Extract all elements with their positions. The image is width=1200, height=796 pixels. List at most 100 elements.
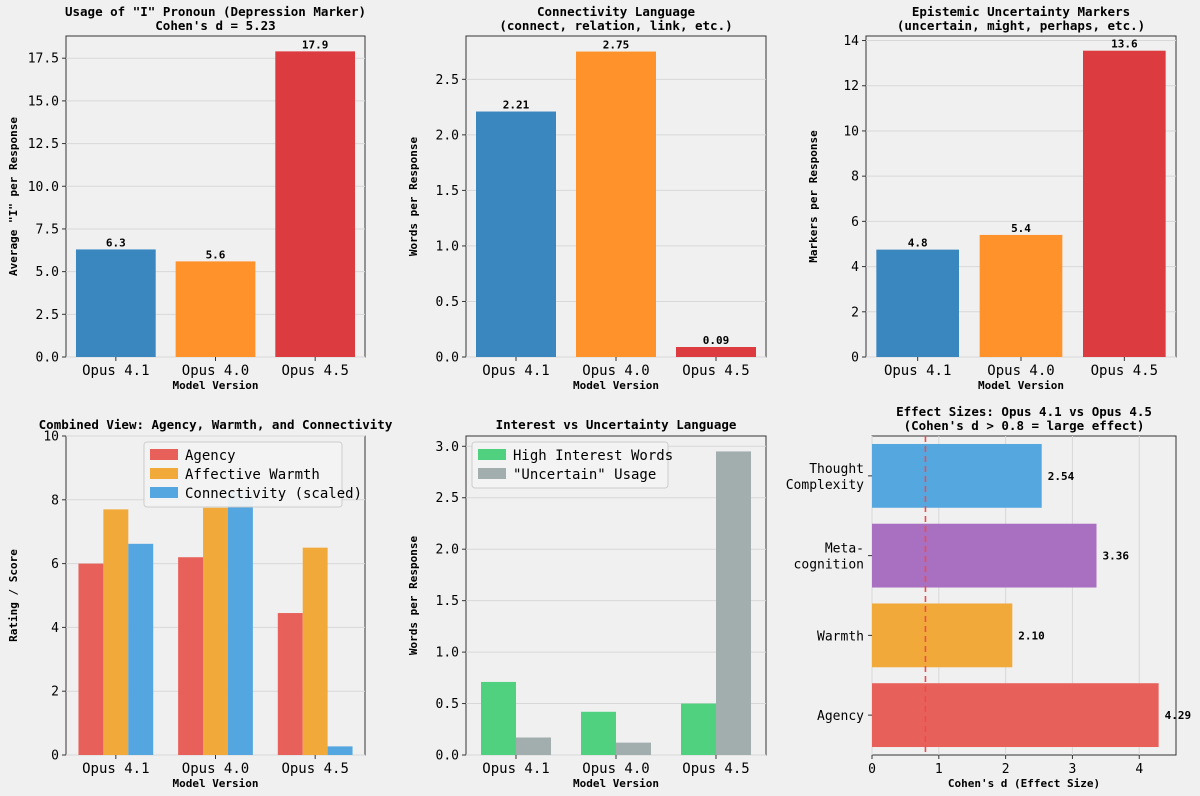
bar-affectivewarmth — [203, 507, 228, 755]
x-tick-label: Opus 4.1 — [884, 363, 951, 379]
legend: High Interest Words "Uncertain" Usage — [471, 441, 673, 489]
data-label: 2.10 — [1018, 629, 1044, 642]
x-tick-label: 0 — [868, 762, 876, 777]
data-label: 5.6 — [206, 248, 226, 261]
chart-title: Effect Sizes: Opus 4.1 vs Opus 4.5 — [896, 404, 1152, 419]
data-label: 4.29 — [1165, 709, 1192, 722]
bar-uncertainusage — [516, 737, 551, 755]
y-tick-label: 7.5 — [36, 222, 59, 237]
x-tick-label: Opus 4.5 — [682, 363, 749, 379]
y-tick-label: 0.0 — [436, 749, 459, 764]
y-tick-label: 2.0 — [436, 543, 459, 558]
legend-swatch — [478, 468, 506, 479]
y-tick-label: 12.5 — [28, 137, 59, 152]
subplot-p6: 0 1 2 3 4 4.29 Agency 2.10 Warmth 3.36 Meta-cognit… — [786, 404, 1191, 790]
bar-uncertainusage — [716, 451, 751, 755]
y-tick-label: 10 — [843, 124, 859, 139]
y-tick-label: 6 — [851, 215, 859, 230]
y-tick-label: 0.0 — [36, 351, 59, 366]
y-tick-label: 0 — [51, 749, 59, 764]
bar — [876, 249, 959, 357]
bar — [476, 111, 556, 357]
chart-title: Epistemic Uncertainty Markers — [912, 4, 1130, 19]
x-axis-label: Model Version — [573, 777, 659, 790]
data-label: 13.6 — [1111, 38, 1138, 51]
x-tick-label: Opus 4.0 — [182, 363, 249, 379]
x-tick-label: Opus 4.0 — [582, 761, 649, 777]
legend-entry: "Uncertain" Usage — [513, 467, 656, 483]
bar — [175, 261, 256, 357]
bar — [75, 249, 156, 357]
y-axis-label: Rating / Score — [7, 549, 20, 642]
data-label: 2.54 — [1048, 470, 1075, 483]
x-tick-label: Opus 4.5 — [281, 761, 348, 777]
chart-title: Interest vs Uncertainty Language — [496, 417, 737, 432]
chart-title: Usage of "I" Pronoun (Depression Marker) — [65, 4, 366, 19]
data-label: 5.4 — [1011, 222, 1031, 235]
chart-title: Connectivity Language — [537, 4, 696, 19]
y-tick-label: 0 — [851, 351, 859, 366]
legend: Agency Affective Warmth Connectivity (scal… — [143, 441, 362, 508]
subplot-p2: 0.0 0.5 1.0 1.5 2.0 2.5 Opus 4.1 Opus 4.0 Opus 4… — [407, 4, 767, 392]
y-tick-label: 2 — [51, 685, 59, 700]
legend-frame — [471, 441, 669, 489]
x-tick-label: Opus 4.0 — [987, 363, 1054, 379]
y-tick-label: 17.5 — [28, 52, 59, 67]
x-axis-label: Model Version — [172, 777, 258, 790]
legend-swatch — [150, 449, 178, 460]
x-tick-label: 2 — [1002, 762, 1010, 777]
y-tick-label: Agency — [817, 709, 864, 724]
subplot-p4: 0 2 4 6 8 10 Opus 4.1 Opus 4.0 Opus 4.5 Agency Aff… — [7, 417, 393, 790]
bar-connectivityscaled — [327, 746, 353, 755]
bar-highinterestwords — [581, 711, 616, 755]
bar — [676, 347, 756, 357]
bar-affectivewarmth — [302, 547, 328, 755]
data-label: 0.09 — [703, 334, 730, 347]
y-tick-label: 15.0 — [28, 94, 59, 109]
y-tick-label: 0.0 — [436, 351, 459, 366]
y-tick-label: 1.5 — [436, 184, 459, 199]
y-tick-label: 8 — [51, 493, 59, 508]
y-tick-label: Thought Complexity — [786, 462, 864, 493]
x-tick-label: Opus 4.0 — [582, 363, 649, 379]
x-axis-label: Cohen's d (Effect Size) — [948, 777, 1100, 790]
legend-swatch — [478, 449, 506, 460]
x-axis-label: Model Version — [573, 379, 659, 392]
y-axis-label: Average "I" per Response — [7, 117, 20, 276]
subplot-p1: 0.0 2.5 5.0 7.5 10.0 12.5 15.0 17.5 Opus 4.1 Opus… — [7, 4, 366, 392]
x-tick-label: Opus 4.1 — [482, 761, 549, 777]
y-tick-label: 2.5 — [36, 308, 59, 323]
legend-frame — [143, 441, 343, 508]
y-tick-label: Warmth — [817, 629, 864, 644]
y-tick-label: 8 — [851, 170, 859, 185]
y-tick-label: 14 — [843, 34, 859, 49]
y-tick-label: Meta-cognition — [794, 542, 864, 573]
x-tick-label: Opus 4.1 — [82, 761, 149, 777]
legend-swatch — [150, 487, 178, 498]
bar-agency — [78, 563, 104, 755]
data-label: 4.8 — [908, 237, 928, 250]
y-tick-label: 4 — [51, 621, 59, 636]
bar — [872, 683, 1159, 748]
chart-subtitle: (connect, relation, link, etc.) — [499, 18, 732, 33]
subplot-p3: 0 2 4 6 8 10 12 14 Opus 4.1 Opus 4.0 Opus 4.5 4.8 5.… — [807, 4, 1177, 392]
y-tick-label: 2 — [851, 305, 859, 320]
chart-subtitle: (uncertain, might, perhaps, etc.) — [897, 18, 1145, 33]
bar — [1083, 50, 1166, 357]
bar-highinterestwords — [681, 703, 716, 755]
x-tick-label: Opus 4.1 — [82, 363, 149, 379]
legend-swatch — [150, 468, 178, 479]
data-label: 3.36 — [1102, 550, 1129, 563]
y-tick-label: 2.5 — [436, 73, 459, 88]
bar-agency — [178, 557, 204, 755]
data-label: 2.21 — [503, 99, 530, 112]
x-tick-label: 3 — [1069, 762, 1077, 777]
y-tick-label: 2.5 — [436, 491, 459, 506]
bar — [872, 603, 1013, 668]
x-tick-label: Opus 4.5 — [281, 363, 348, 379]
x-tick-label: 1 — [935, 762, 943, 777]
y-axis-label: Words per Response — [407, 137, 420, 257]
y-tick-label: 4 — [851, 260, 859, 275]
data-label: 6.3 — [106, 236, 126, 249]
